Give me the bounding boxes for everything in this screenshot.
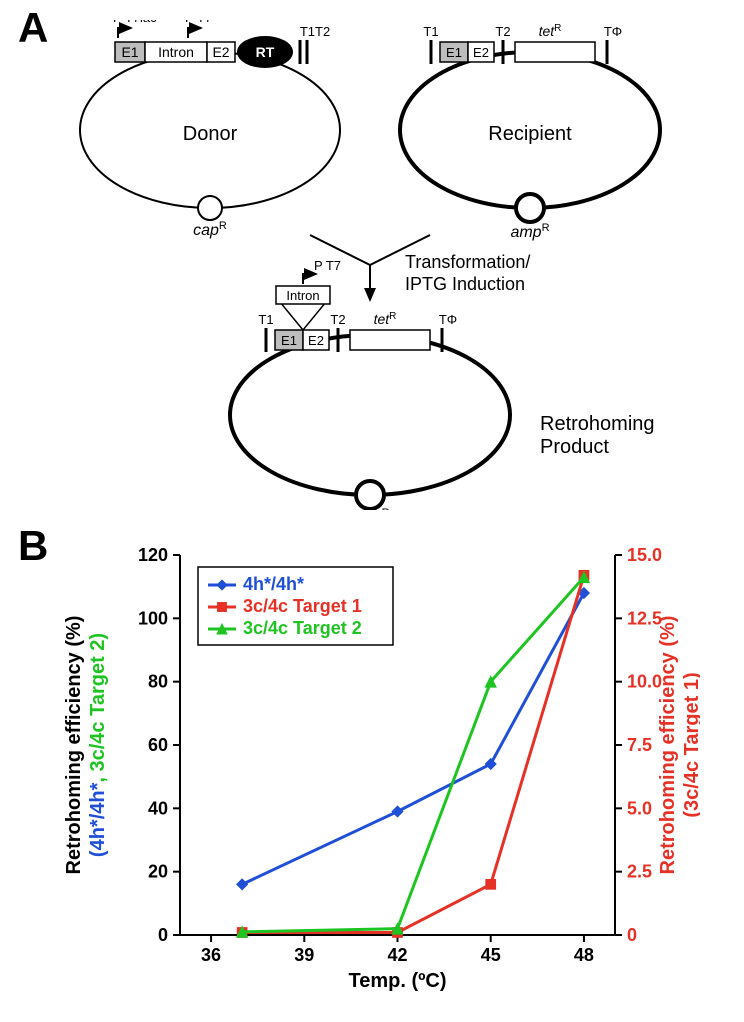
svg-text:0: 0: [158, 925, 168, 945]
donor-p1: P T7lac: [113, 20, 157, 25]
recip-tphi: TΦ: [604, 24, 622, 39]
svg-text:0: 0: [627, 925, 637, 945]
svg-text:2.5: 2.5: [627, 862, 652, 882]
product-plasmid: T1 E1 E2 T2 tetR: [230, 258, 655, 510]
transformation-arrow: Transformation/ IPTG Induction: [310, 235, 530, 300]
prod-tphi: TΦ: [439, 312, 457, 327]
svg-text:15.0: 15.0: [627, 545, 662, 565]
recip-t1: T1: [423, 24, 438, 39]
recipient-marker: ampR: [510, 222, 549, 241]
prod-t1: T1: [258, 312, 273, 327]
svg-text:3c/4c Target 2: 3c/4c Target 2: [243, 618, 362, 638]
donor-p2: P T7: [185, 20, 212, 25]
prod-tet: tetR: [374, 311, 397, 328]
svg-text:20: 20: [148, 862, 168, 882]
svg-text:(4h*/4h*, 3c/4c Target 2): (4h*/4h*, 3c/4c Target 2): [87, 633, 109, 857]
svg-text:7.5: 7.5: [627, 735, 652, 755]
svg-text:60: 60: [148, 735, 168, 755]
figure: A E1 Intron: [0, 0, 744, 1022]
panel-a-diagram: E1 Intron E2 RT T1T2 P T7lac: [60, 20, 700, 510]
prod-intron: Intron: [286, 288, 319, 303]
donor-terminators: T1T2: [300, 24, 330, 39]
svg-text:Retrohoming efficiency (%): Retrohoming efficiency (%): [63, 616, 85, 875]
svg-text:3c/4c Target 1: 3c/4c Target 1: [243, 596, 362, 616]
recipient-title: Recipient: [488, 123, 572, 145]
svg-text:4h*/4h*: 4h*/4h*: [243, 574, 304, 594]
svg-text:(3c/4c Target 1): (3c/4c Target 1): [681, 672, 700, 817]
product-title1: Retrohoming: [540, 413, 655, 435]
svg-text:39: 39: [294, 945, 314, 965]
svg-text:48: 48: [574, 945, 594, 965]
prod-e1: E1: [281, 333, 297, 348]
donor-title: Donor: [183, 123, 238, 145]
arrow-label-1: Transformation/: [405, 252, 530, 272]
svg-text:40: 40: [148, 798, 168, 818]
product-title2: Product: [540, 436, 609, 458]
svg-text:42: 42: [387, 945, 407, 965]
svg-text:45: 45: [481, 945, 501, 965]
svg-text:36: 36: [201, 945, 221, 965]
panel-b-label: B: [18, 522, 48, 570]
svg-text:100: 100: [138, 608, 168, 628]
recip-tet: tetR: [539, 23, 562, 40]
arrow-label-2: IPTG Induction: [405, 274, 525, 294]
svg-text:Retrohoming efficiency (%): Retrohoming efficiency (%): [657, 616, 679, 875]
prod-e2: E2: [308, 333, 324, 348]
prod-promoter: P T7: [314, 258, 341, 273]
panel-a-svg: E1 Intron E2 RT T1T2 P T7lac: [60, 20, 700, 510]
recip-e1: E1: [446, 45, 462, 60]
donor-rt: RT: [256, 44, 275, 60]
panel-a-label: A: [18, 4, 48, 52]
chart-svg: 363942454802040608010012002.55.07.510.01…: [60, 540, 700, 1000]
svg-text:5.0: 5.0: [627, 798, 652, 818]
donor-intron: Intron: [158, 44, 194, 60]
svg-text:120: 120: [138, 545, 168, 565]
recip-t2: T2: [495, 24, 510, 39]
svg-text:80: 80: [148, 672, 168, 692]
panel-b-chart: 363942454802040608010012002.55.07.510.01…: [60, 540, 700, 1000]
donor-plasmid: E1 Intron E2 RT T1T2 P T7lac: [80, 20, 340, 239]
donor-e1: E1: [121, 44, 138, 60]
prod-t2: T2: [330, 312, 345, 327]
recip-e2: E2: [473, 45, 489, 60]
donor-e2: E2: [212, 44, 229, 60]
recipient-plasmid: T1 E1 E2 T2 tetR: [400, 23, 660, 242]
svg-text:Temp. (ºC): Temp. (ºC): [348, 970, 446, 992]
donor-marker: capR: [193, 220, 227, 239]
